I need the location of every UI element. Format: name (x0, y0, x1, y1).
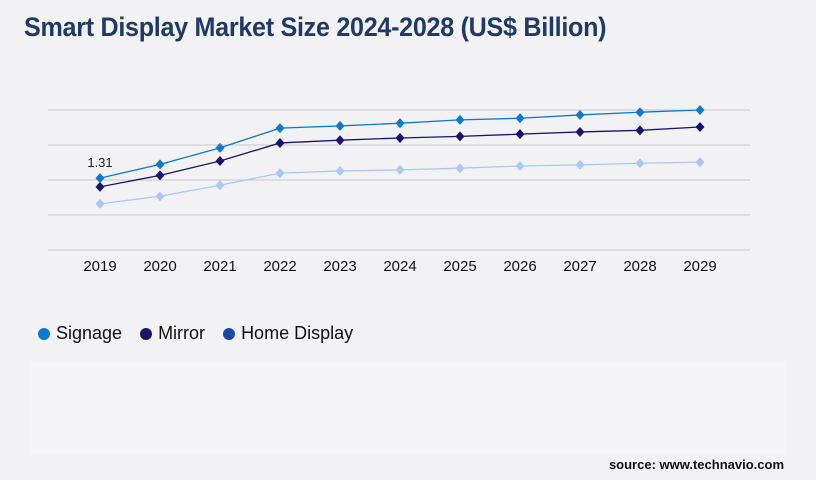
legend-marker-icon (140, 327, 153, 340)
data-label: 1.31 (87, 155, 112, 170)
legend-item: Home Display (223, 323, 353, 344)
data-point (95, 181, 105, 192)
x-tick-label: 2021 (203, 258, 236, 275)
legend-label: Mirror (158, 323, 206, 343)
data-point (575, 126, 585, 137)
legend-label: Signage (56, 323, 123, 343)
data-point (395, 118, 405, 129)
data-point (335, 120, 345, 131)
x-tick-label: 2025 (443, 258, 476, 275)
data-point (575, 159, 585, 170)
data-point (275, 123, 285, 134)
legend-label: Home Display (241, 323, 354, 343)
data-point (695, 122, 705, 133)
data-point (275, 137, 285, 148)
data-point (395, 164, 405, 175)
x-tick-label: 2022 (263, 258, 296, 275)
data-point (215, 142, 225, 153)
data-point (155, 191, 165, 202)
legend-item: Signage (38, 323, 122, 344)
x-tick-label: 2020 (143, 258, 176, 275)
legend-panel-background (30, 362, 786, 454)
source-label: source: www.technavio.com (608, 457, 784, 472)
x-tick-label: 2029 (683, 258, 716, 275)
x-tick-label: 2019 (83, 258, 116, 275)
x-tick-label: 2027 (563, 258, 596, 275)
data-point (155, 170, 165, 181)
data-point (635, 125, 645, 136)
data-point (455, 163, 465, 174)
legend-marker-icon (38, 327, 50, 340)
x-tick-label: 2023 (323, 258, 356, 275)
data-point (695, 157, 705, 168)
x-tick-label: 2028 (623, 258, 656, 275)
data-point (275, 168, 285, 179)
data-point (515, 161, 525, 171)
data-point (335, 165, 345, 176)
data-point (95, 198, 105, 209)
data-point (335, 135, 345, 146)
data-point (215, 156, 225, 167)
data-point (515, 113, 525, 124)
chart-title: Smart Display Market Size 2024-2028 (US$… (24, 12, 607, 42)
data-point (455, 131, 465, 142)
data-point (695, 105, 705, 115)
legend-item: Mirror (140, 323, 205, 344)
data-point (635, 158, 645, 169)
data-point (155, 159, 165, 170)
data-point (575, 109, 585, 120)
legend: Signage Mirror Home Display (38, 323, 353, 344)
data-point (395, 133, 405, 143)
data-point (635, 107, 645, 118)
legend-marker-icon (223, 327, 236, 340)
x-tick-label: 2024 (383, 258, 416, 275)
data-point (455, 114, 465, 125)
data-point (215, 180, 225, 191)
data-point (515, 129, 525, 140)
data-point (95, 173, 105, 184)
x-tick-label: 2026 (503, 258, 536, 275)
